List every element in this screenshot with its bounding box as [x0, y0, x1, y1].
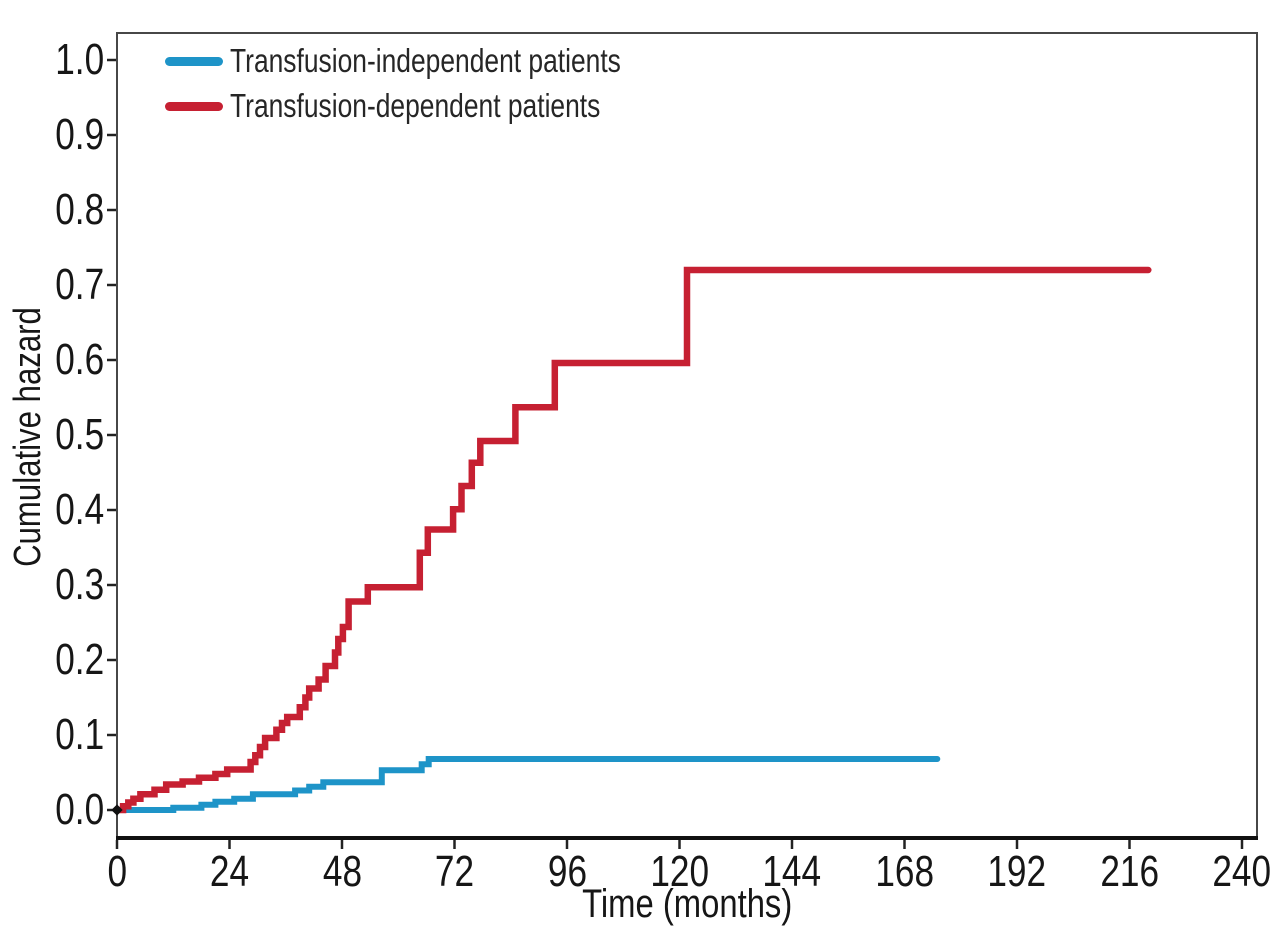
x-tick-label: 240 — [1172, 850, 1280, 894]
y-tick-label: 0.9 — [0, 111, 104, 159]
legend-label: Transfusion-independent patients — [230, 41, 719, 81]
y-tick-label-text: 0.7 — [55, 260, 104, 309]
x-tick-label-text: 216 — [1100, 847, 1159, 896]
x-tick-label: 120 — [610, 850, 750, 894]
x-tick-label-text: 240 — [1212, 847, 1272, 896]
x-tick-label: 168 — [835, 850, 975, 894]
x-tick-label-text: 144 — [762, 847, 822, 896]
y-tick-label-text: 0.4 — [55, 485, 104, 534]
y-tick-label: 0.8 — [0, 186, 104, 234]
y-tick-label-text: 0.5 — [55, 410, 104, 459]
y-tick-label-text: 0.3 — [55, 560, 104, 609]
y-tick-label-text: 1.0 — [55, 35, 104, 84]
y-tick-label: 1.0 — [0, 36, 104, 84]
y-tick-label: 0.3 — [0, 561, 104, 609]
y-tick-label-text: 0.0 — [55, 785, 104, 834]
y-tick-label-text: 0.2 — [55, 635, 104, 684]
x-axis-title-text: Time (months) — [581, 882, 793, 926]
series-line-transfusion-independent-patients — [114, 756, 941, 813]
x-tick-label: 24 — [160, 850, 300, 894]
legend-label-text: Transfusion-independent patients — [230, 42, 621, 79]
x-tick-label-text: 0 — [107, 847, 127, 896]
y-tick-label: 0.0 — [0, 786, 104, 834]
y-tick-label: 0.7 — [0, 261, 104, 309]
legend-swatch-red-line-icon — [165, 102, 223, 111]
x-tick-label-text: 120 — [650, 847, 709, 896]
y-tick-label: 0.6 — [0, 336, 104, 384]
x-tick-label: 144 — [722, 850, 862, 894]
x-tick-label-text: 168 — [875, 847, 934, 896]
x-tick-label: 96 — [497, 850, 637, 894]
x-tick-label-text: 24 — [209, 847, 250, 896]
x-tick-label-text: 96 — [547, 847, 587, 896]
x-tick-label: 0 — [47, 850, 187, 894]
x-tick-label-text: 48 — [322, 847, 362, 896]
y-tick-label: 0.5 — [0, 411, 104, 459]
x-tick-label-text: 72 — [434, 847, 475, 896]
series-line-transfusion-dependent-patients — [113, 266, 1152, 814]
x-tick-label-text: 192 — [987, 847, 1047, 896]
legend-label-text: Transfusion-dependent patients — [230, 87, 601, 124]
x-tick-label: 48 — [272, 850, 412, 894]
y-tick-label-text: 0.8 — [55, 185, 104, 234]
y-tick-label-text: 0.6 — [55, 335, 104, 384]
x-tick-label: 72 — [385, 850, 525, 894]
x-axis-title: Time (months) — [387, 882, 987, 926]
y-tick-label-text: 0.1 — [55, 710, 104, 759]
legend-label: Transfusion-dependent patients — [230, 86, 693, 126]
x-tick-label: 192 — [947, 850, 1087, 894]
y-tick-label: 0.4 — [0, 486, 104, 534]
legend-swatch-blue-line-icon — [165, 57, 223, 66]
y-tick-label-text: 0.9 — [55, 110, 104, 159]
y-tick-label: 0.2 — [0, 636, 104, 684]
x-tick-label: 216 — [1060, 850, 1200, 894]
y-tick-label: 0.1 — [0, 711, 104, 759]
